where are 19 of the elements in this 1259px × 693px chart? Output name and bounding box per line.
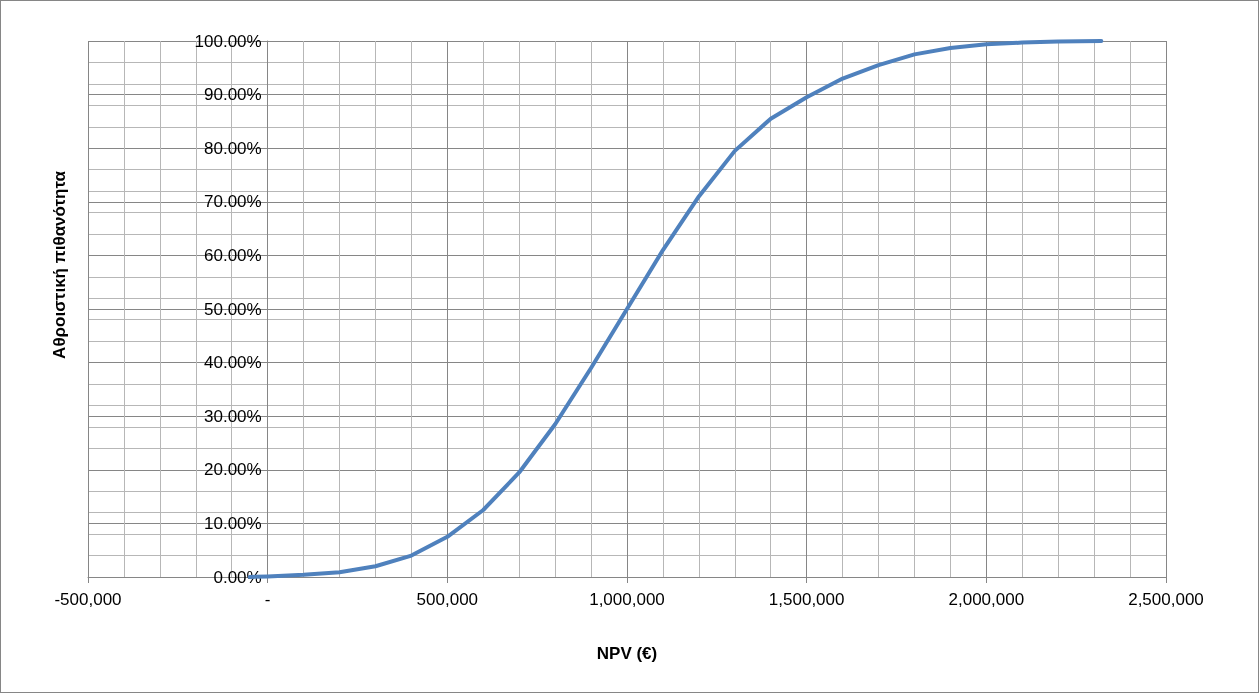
y-tick-label: 10.00% [203, 513, 262, 533]
x-tick-label: 2,000,000 [948, 590, 1025, 609]
y-tick-label: 90.00% [203, 85, 262, 105]
y-tick-label: 20.00% [203, 460, 262, 480]
y-tick-label: 30.00% [203, 406, 262, 426]
y-tick-label: 80.00% [203, 138, 262, 158]
x-tick-label: - [264, 590, 271, 609]
y-tick-label: 40.00% [203, 353, 262, 373]
y-tick-label: 50.00% [203, 299, 262, 319]
x-tick-label: 1,000,000 [589, 590, 665, 609]
x-tick-label: 500,000 [416, 590, 479, 609]
y-tick-label: 60.00% [203, 245, 262, 265]
x-axis-title: NPV (€) [596, 644, 658, 663]
x-tick-label: 2,500,000 [1128, 590, 1204, 609]
x-tick-label: -500,000 [54, 590, 122, 609]
y-axis-title: Αθροιστική πιθανότητα [50, 170, 69, 359]
x-tick-label: 1,500,000 [768, 590, 845, 609]
y-tick-label: 70.00% [203, 192, 262, 212]
y-tick-label: 100.00% [194, 31, 262, 51]
